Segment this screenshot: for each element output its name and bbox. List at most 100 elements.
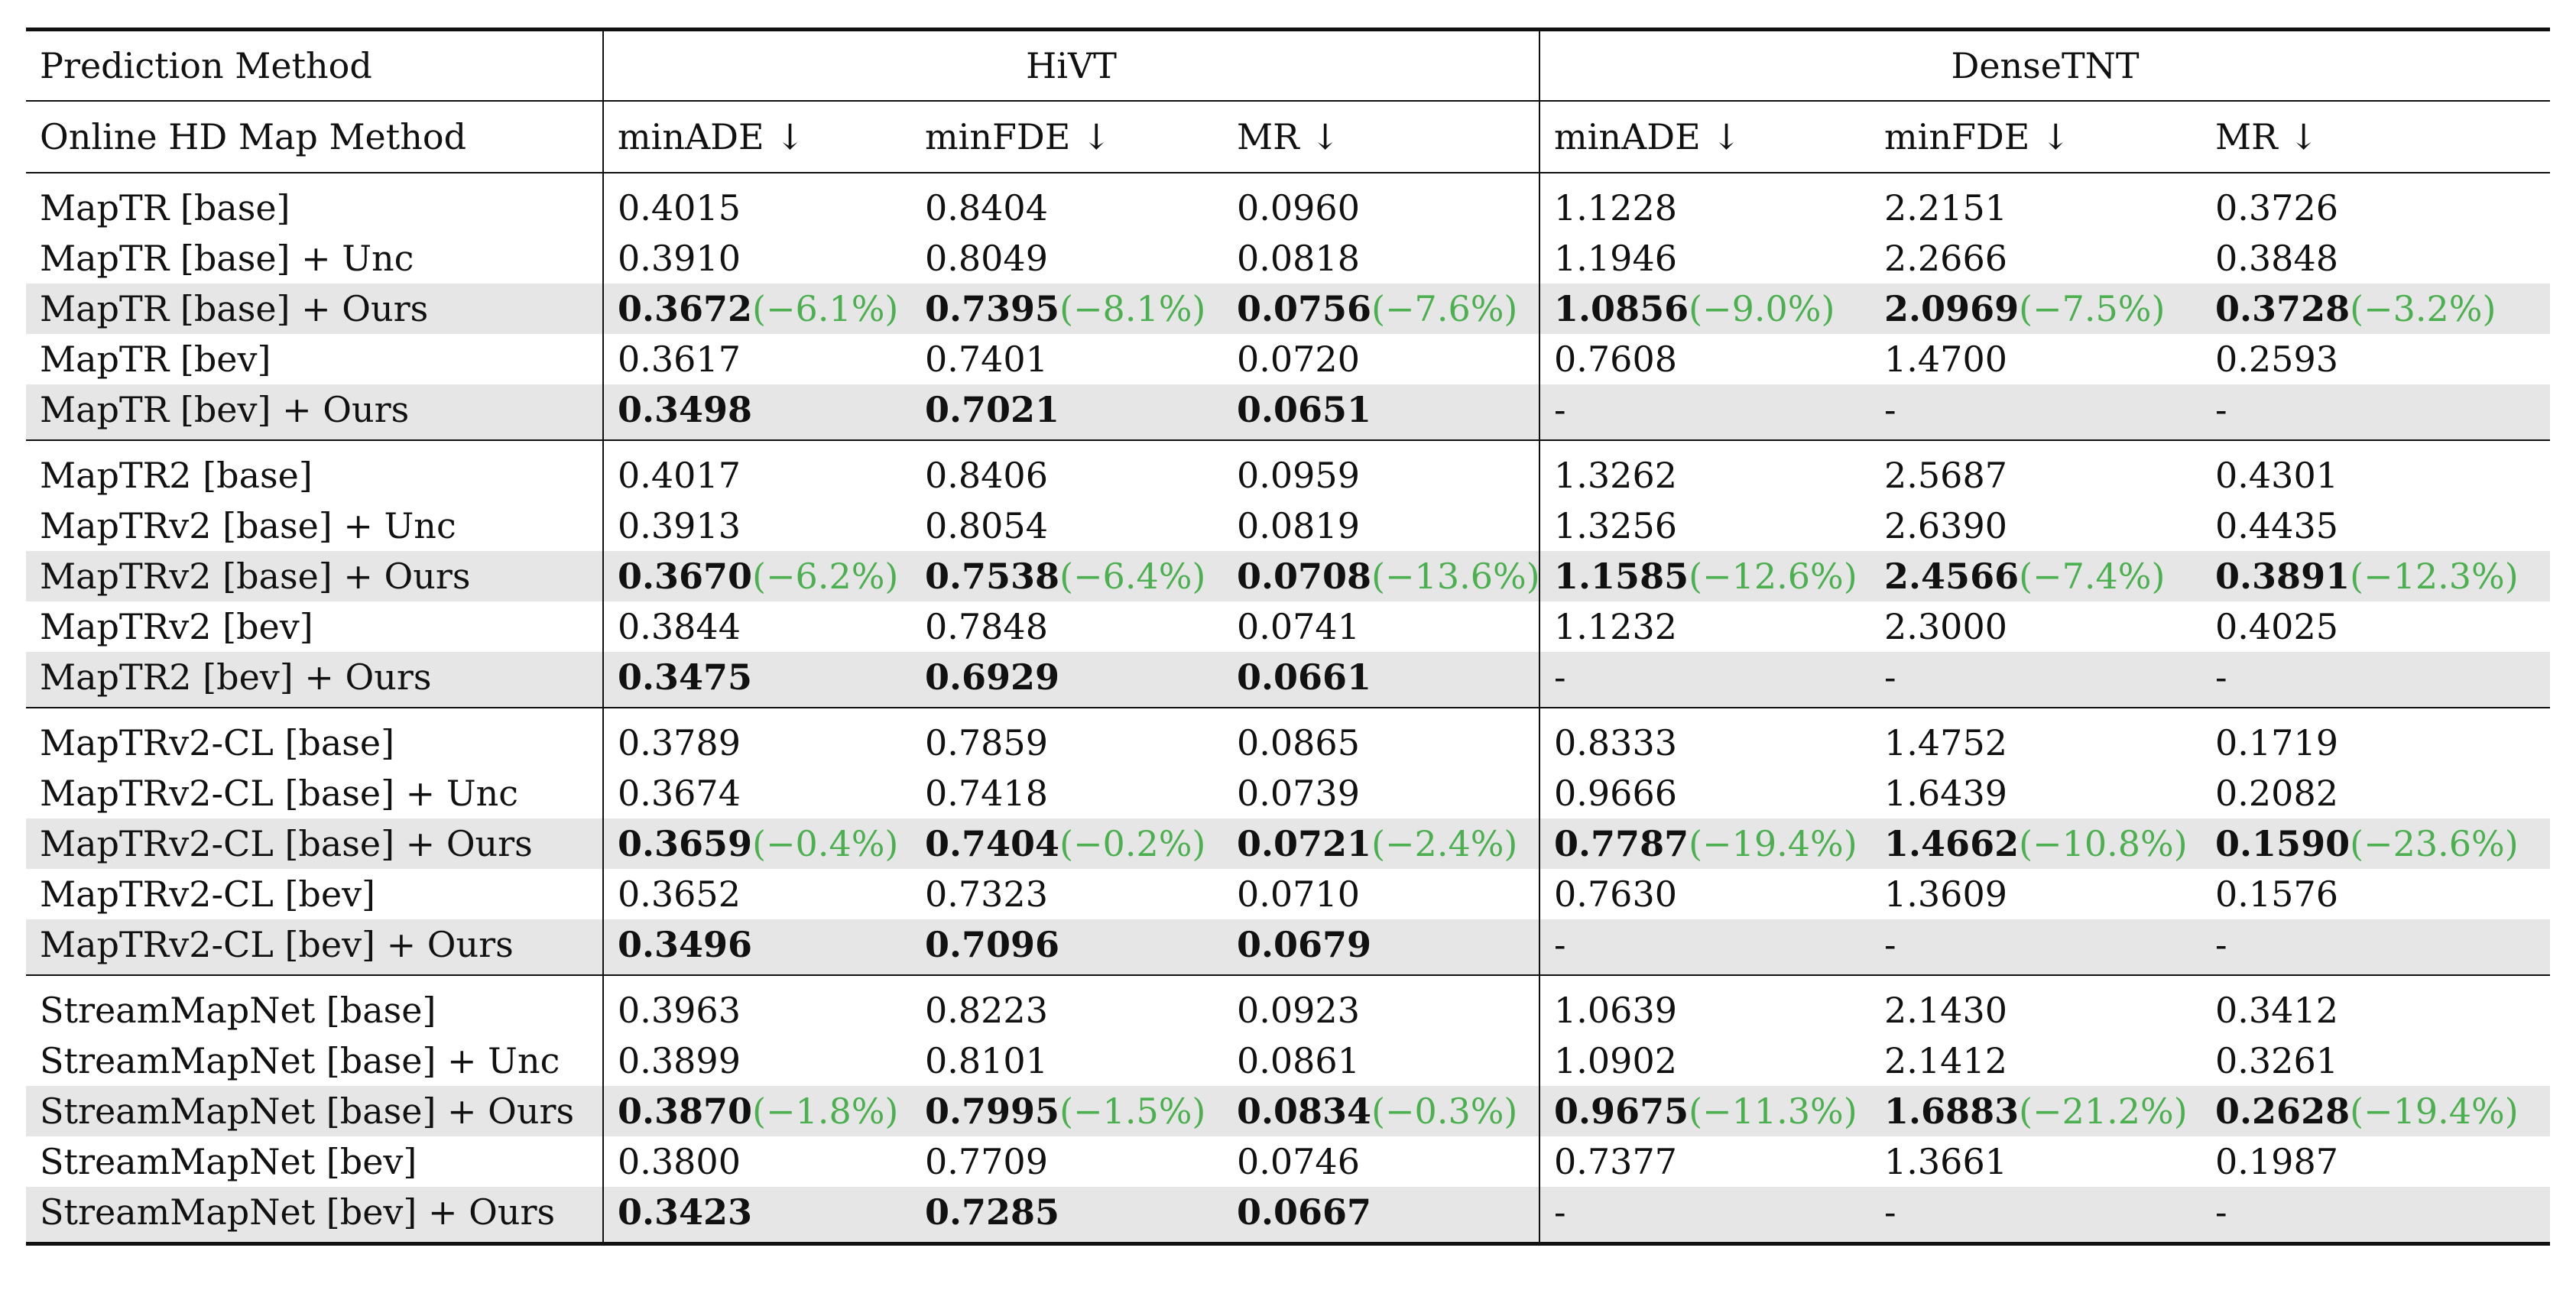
method-cell: StreamMapNet [base]	[40, 990, 436, 1031]
metric-value: 0.8054	[925, 505, 1048, 546]
metric-cell: 0.3498	[602, 384, 911, 441]
method-cell: MapTR2 [base]	[40, 455, 313, 496]
metric-delta: (−19.4%)	[2350, 1091, 2519, 1132]
metric-value: 0.7395	[925, 288, 1060, 329]
metric-cell: 0.7395(−8.1%)	[911, 284, 1223, 334]
metric-delta: (−12.6%)	[1689, 556, 1857, 597]
metric-cell: -	[2201, 652, 2551, 708]
metric-value: 0.9675	[1554, 1091, 1689, 1132]
metric-cell: 0.0661	[1223, 652, 1540, 708]
metric-value: 0.3899	[618, 1040, 741, 1081]
metric-value: 0.3910	[618, 238, 741, 279]
metric-cell: 0.3910	[602, 233, 911, 284]
table-row: MapTR [bev] + Ours 0.3498 0.7021 0.0651 - - -	[26, 384, 2551, 441]
metric-cell: 0.7096	[911, 919, 1223, 976]
metric-delta: (−6.4%)	[1059, 556, 1206, 597]
metric-value: 1.0902	[1554, 1040, 1677, 1081]
metric-cell: 0.3412	[2201, 975, 2550, 1036]
table-row: MapTRv2 [base] + Unc 0.3913 0.8054 0.0819 1.…	[26, 501, 2550, 551]
metric-value: 0.0959	[1237, 455, 1360, 496]
metric-cell: 0.3899	[602, 1036, 911, 1086]
metric-cell: 2.5687	[1870, 440, 2201, 501]
metric-cell: 0.0959	[1223, 440, 1539, 501]
metric-cell: 1.1585(−12.6%)	[1539, 551, 1871, 601]
metric-value: -	[1884, 656, 1896, 698]
metric-cell: 0.3800	[602, 1136, 911, 1187]
metric-value: -	[1884, 924, 1896, 965]
metric-cell: 1.0902	[1539, 1036, 1871, 1086]
metric-value: 0.1590	[2215, 823, 2351, 864]
metric-cell: 0.9666	[1539, 768, 1871, 818]
metric-value: 0.3423	[618, 1191, 753, 1233]
metric-value: 0.1987	[2215, 1141, 2338, 1182]
metric-value: 0.7859	[925, 722, 1048, 763]
method-cell: MapTRv2 [base] + Unc	[40, 505, 456, 546]
metric-delta: (−21.2%)	[2019, 1091, 2188, 1132]
metric-delta: (−13.6%)	[1371, 556, 1540, 597]
results-table: Prediction Method HiVT DenseTNT Online H…	[26, 28, 2551, 1246]
metric-cell: 0.3261	[2201, 1036, 2550, 1086]
metric-delta: (−7.4%)	[2019, 556, 2166, 597]
metric-cell: 1.3609	[1870, 869, 2201, 919]
metric-delta: (−9.0%)	[1689, 288, 1835, 329]
metric-delta: (−3.2%)	[2350, 288, 2497, 329]
method-cell: MapTRv2-CL [base]	[40, 722, 395, 763]
metric-cell: 0.0746	[1223, 1136, 1539, 1187]
metric-value: 1.0856	[1554, 288, 1689, 329]
metric-cell: 0.8223	[911, 975, 1223, 1036]
metric-cell: 0.0721(−2.4%)	[1223, 818, 1540, 869]
metric-value: 0.4301	[2215, 455, 2338, 496]
metric-value: 0.0861	[1237, 1040, 1360, 1081]
table-row: MapTR [base] + Unc 0.3910 0.8049 0.0818 1.19…	[26, 233, 2550, 284]
metric-value: 0.1576	[2215, 874, 2338, 915]
metric-value: 0.7285	[925, 1191, 1060, 1233]
metric-value: 1.1585	[1554, 556, 1689, 597]
metric-cell: 0.0651	[1223, 384, 1540, 441]
metric-value: 0.7848	[925, 606, 1048, 647]
header-row-metrics: Online HD Map Method minADE ↓ minFDE ↓ M…	[26, 101, 2551, 173]
metric-value: 0.2593	[2215, 339, 2338, 380]
table-row: MapTRv2 [base] + Ours 0.3670(−6.2%) 0.7538…	[26, 551, 2551, 601]
header-prediction-method: Prediction Method	[26, 28, 603, 102]
header-metric: MR ↓	[2201, 101, 2551, 173]
metric-cell: 0.3848	[2201, 233, 2550, 284]
metric-cell: 0.0756(−7.6%)	[1223, 284, 1540, 334]
metric-value: 0.0708	[1237, 556, 1372, 597]
table-row: MapTR [base] + Ours 0.3672(−6.1%) 0.7395(−…	[26, 284, 2551, 334]
method-cell: MapTRv2-CL [bev] + Ours	[26, 919, 603, 976]
metric-cell: 1.4752	[1870, 708, 2201, 768]
method-cell: MapTRv2-CL [base] + Unc	[40, 773, 518, 814]
metric-value: 0.7418	[925, 773, 1048, 814]
table-row: MapTR [base] 0.4015 0.8404 0.0960 1.1228 2.21…	[26, 173, 2550, 233]
metric-cell: 0.4015	[602, 173, 911, 233]
metric-cell: 0.7859	[911, 708, 1223, 768]
table-row: StreamMapNet [base] 0.3963 0.8223 0.0923 1.0…	[26, 975, 2550, 1036]
table-row: MapTRv2-CL [bev] 0.3652 0.7323 0.0710 0.7630…	[26, 869, 2550, 919]
metric-value: 0.3652	[618, 874, 741, 915]
method-cell: MapTRv2 [bev]	[40, 606, 313, 647]
metric-value: -	[1884, 389, 1896, 430]
metric-cell: -	[1870, 384, 2202, 441]
metric-value: 1.6883	[1884, 1091, 2020, 1132]
metric-cell: 0.8049	[911, 233, 1223, 284]
header-hivt: HiVT	[602, 28, 1540, 102]
metric-cell: 0.7538(−6.4%)	[911, 551, 1223, 601]
metric-cell: 0.7848	[911, 601, 1223, 652]
metric-cell: 2.2151	[1870, 173, 2201, 233]
metric-value: 1.1232	[1554, 606, 1677, 647]
table-row: MapTRv2 [bev] 0.3844 0.7848 0.0741 1.1232 2.3…	[26, 601, 2550, 652]
metric-cell: 0.4301	[2201, 440, 2550, 501]
metric-value: 1.3256	[1554, 505, 1677, 546]
metric-delta: (−19.4%)	[1689, 823, 1857, 864]
metric-cell: 0.2082	[2201, 768, 2550, 818]
metric-value: 1.6439	[1884, 773, 2007, 814]
metric-value: 2.0969	[1884, 288, 2020, 329]
metric-cell: 0.8404	[911, 173, 1223, 233]
metric-value: 0.9666	[1554, 773, 1677, 814]
metric-cell: 0.8101	[911, 1036, 1223, 1086]
method-cell: MapTR [base] + Ours	[26, 284, 603, 334]
metric-cell: 0.0679	[1223, 919, 1540, 976]
metric-cell: 0.0865	[1223, 708, 1539, 768]
metric-cell: 2.6390	[1870, 501, 2201, 551]
metric-value: 0.3963	[618, 990, 741, 1031]
